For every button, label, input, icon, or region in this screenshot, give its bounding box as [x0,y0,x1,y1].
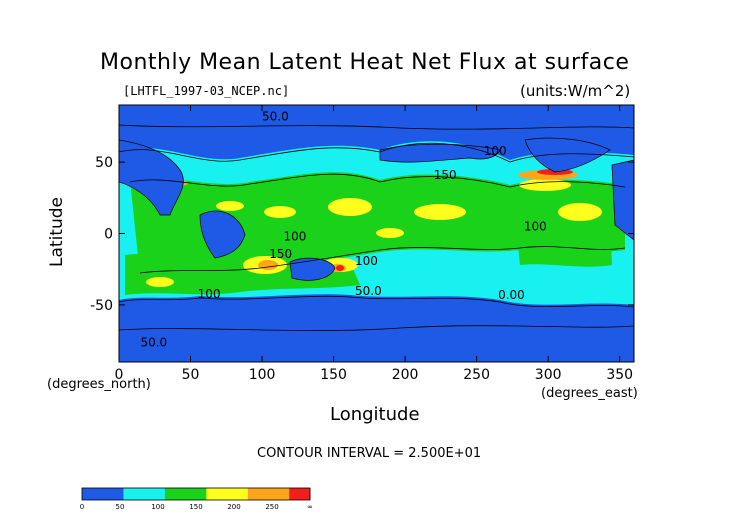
colorbar: 0 50 100 150 200 250 ∞ [80,487,313,511]
x-tick-label: 0 [115,367,124,383]
contour-lines [119,124,634,331]
x-tick-label: 250 [463,367,490,383]
x-tick-label: 300 [535,367,562,383]
contour-label: 0.00 [498,288,525,302]
x-axis-units: (degrees_east) [541,386,638,401]
x-ticks: 0 50 100 150 200 250 300 350 [115,105,633,383]
contour-label: 50.0 [262,110,289,124]
band-150-200 [146,179,602,287]
y-tick-label: 0 [104,227,113,243]
band-100-150-atlantic [515,212,612,267]
colorbar-tick-label: 0 [80,503,84,511]
contour-label: 100 [355,254,378,268]
y-axis-units: (degrees_north) [47,377,151,392]
source-file-label: [LHTFL_1997-03_NCEP.nc] [123,84,290,98]
contour-labels: 50.0 100 150 100 100 150 100 50.0 100 0.00 50.0 [140,110,546,350]
contour-label: 100 [524,220,547,234]
x-tick-label: 100 [249,367,276,383]
colorbar-swatch [227,488,249,500]
units-label: (units:W/m^2) [520,82,631,100]
colorbar-swatch [82,488,104,500]
colorbar-swatch [164,488,187,500]
colorbar-swatch [123,488,145,500]
y-tick-label: -50 [90,298,113,314]
flux-field [119,105,634,362]
contour-label: 100 [284,230,307,244]
colorbar-swatch [144,488,166,500]
colorbar-tick-label: 250 [265,503,278,511]
x-tick-label: 350 [606,367,633,383]
x-tick-label: 150 [320,367,347,383]
colorbar-tick-label: 50 [116,503,125,511]
colorbar-swatch [268,488,290,500]
x-axis-label: Longitude [330,404,420,425]
contour-label: 100 [198,287,221,301]
colorbar-tick-label: 100 [151,503,164,511]
contour-label: 100 [484,144,507,158]
colorbar-tick-label: 200 [227,503,240,511]
y-tick-label: 50 [95,155,113,171]
colorbar-swatch [289,488,311,500]
contour-interval-text: CONTOUR INTERVAL = 2.500E+01 [257,446,482,461]
colorbar-swatch [185,488,207,500]
contour-label: 150 [434,168,457,182]
colorbar-swatch [102,488,124,500]
land-masses [119,137,634,281]
contour-label: 150 [269,247,292,261]
contour-label: 50.0 [355,284,382,298]
y-ticks: 50 0 -50 [90,155,634,314]
contour-label: 50.0 [140,335,167,349]
x-tick-label: 50 [182,367,200,383]
colorbar-swatch [247,488,270,500]
colorbar-swatch [206,488,228,500]
colorbar-frame [81,487,311,501]
colorbar-tick-label: 150 [189,503,202,511]
x-tick-label: 200 [392,367,419,383]
colorbar-tick-label: ∞ [307,503,313,511]
chart-title: Monthly Mean Latent Heat Net Flux at sur… [100,50,630,75]
band-100-150-south [125,253,360,295]
